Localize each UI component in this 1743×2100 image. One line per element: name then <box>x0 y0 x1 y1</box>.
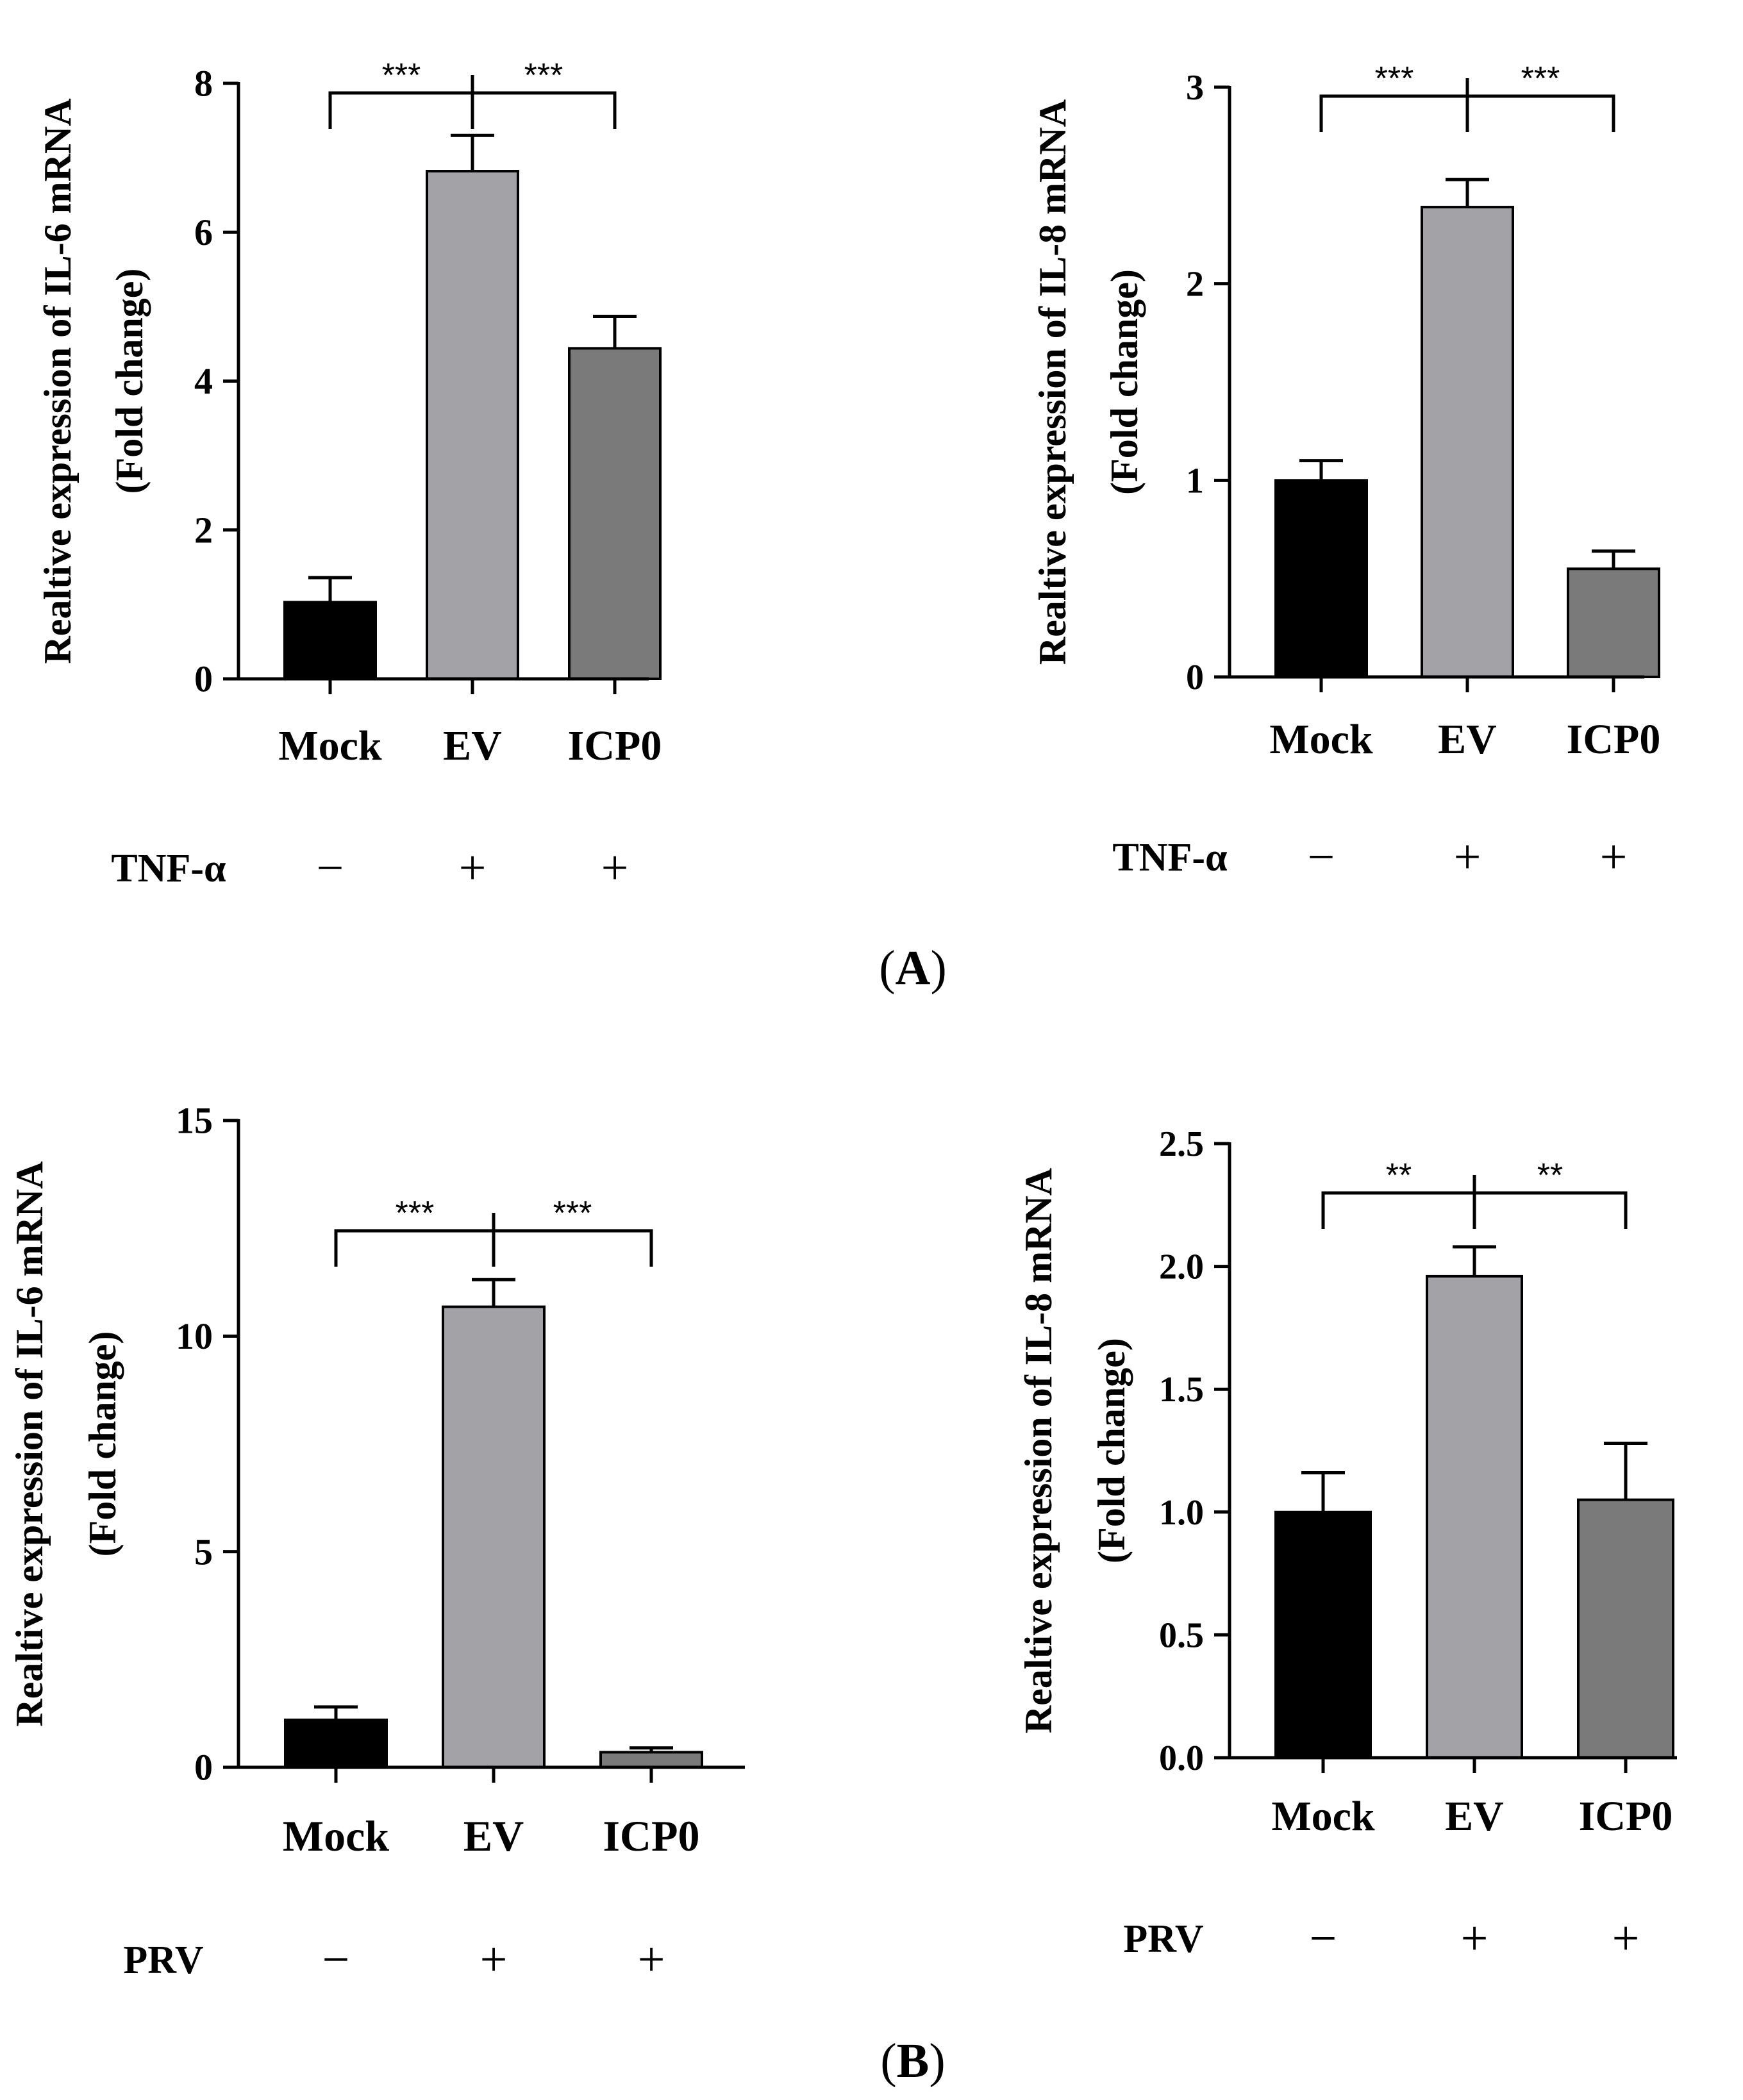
category-label-icp0: ICP0 <box>1567 716 1661 763</box>
chart-b-il8: 0.0 0.5 1.0 1.5 2.0 2.5 Mock EV ICP0 Realtive exp… <box>1017 1124 1677 1965</box>
y-tick-label: 5 <box>194 1531 213 1572</box>
y-tick-label: 1 <box>1186 461 1204 501</box>
y-axis-label-unit: (Fold change) <box>1090 1338 1133 1563</box>
y-tick-label: 0.0 <box>1159 1738 1204 1778</box>
bar-mock <box>1274 1510 1372 1760</box>
treatment-sign-ev: + <box>1461 1912 1489 1965</box>
y-tick-label: 2 <box>1186 265 1204 304</box>
significance-left: ** <box>1386 1157 1412 1194</box>
treatment-sign-ev: + <box>480 1933 508 1987</box>
bar-ev <box>1421 206 1514 679</box>
y-axis-label-unit: (Fold change) <box>108 269 151 494</box>
y-tick-label: 1.0 <box>1159 1493 1204 1533</box>
bar-mock <box>284 1719 388 1769</box>
bar-icp0 <box>1577 1498 1674 1759</box>
treatment-sign-ev: + <box>459 841 487 895</box>
y-tick-label: 1.5 <box>1159 1370 1204 1410</box>
category-label-icp0: ICP0 <box>603 1812 699 1860</box>
bar-ev <box>442 1305 546 1769</box>
y-tick-label: 0.5 <box>1159 1615 1204 1655</box>
y-tick-label: 2 <box>194 509 213 551</box>
category-label-mock: Mock <box>278 722 382 769</box>
treatment-sign-ev: + <box>1454 830 1481 884</box>
treatment-sign-mock: − <box>1310 1912 1337 1965</box>
y-tick-label: 0 <box>194 658 213 700</box>
chart-a-il8: 0 1 2 3 Mock EV ICP0 Realtive expression of IL-… <box>1031 60 1660 884</box>
y-tick-label: 0 <box>1186 658 1204 697</box>
bar-icp0 <box>568 347 662 680</box>
significance-right: *** <box>1521 60 1560 97</box>
category-label-ev: EV <box>443 722 502 769</box>
y-axis-label-unit: (Fold change) <box>1103 269 1146 495</box>
bar-ev <box>426 170 519 680</box>
category-label-icp0: ICP0 <box>568 722 662 769</box>
significance-left: *** <box>396 1195 435 1232</box>
significance-right: *** <box>524 57 563 94</box>
y-tick-label: 15 <box>176 1100 213 1142</box>
y-tick-label: 2.0 <box>1159 1247 1204 1287</box>
treatment-sign-icp0: + <box>1600 830 1628 884</box>
chart-a-il6: 0 2 4 6 8 Mock EV ICP0 Realtive expression of IL… <box>37 57 662 895</box>
category-label-ev: EV <box>463 1812 524 1860</box>
y-tick-label: 8 <box>194 63 213 104</box>
bar-icp0 <box>1567 567 1660 678</box>
category-label-mock: Mock <box>1271 1793 1375 1840</box>
treatment-label: PRV <box>1123 1917 1203 1961</box>
treatment-sign-icp0: + <box>1612 1912 1640 1965</box>
treatment-label: TNF-α <box>111 847 226 890</box>
significance-left: *** <box>382 57 421 94</box>
y-axis-label: Realtive expression of IL-8 mRNA <box>1031 99 1074 665</box>
treatment-label: PRV <box>123 1938 203 1982</box>
category-label-ev: EV <box>1445 1793 1504 1840</box>
y-tick-label: 4 <box>194 360 213 402</box>
treatment-sign-mock: − <box>1308 830 1335 884</box>
y-tick-label: 0 <box>194 1747 213 1788</box>
treatment-sign-mock: − <box>322 1933 350 1987</box>
bar-ev <box>1426 1274 1523 1759</box>
treatment-sign-icp0: + <box>638 1933 665 1987</box>
treatment-label: TNF-α <box>1112 836 1227 879</box>
y-tick-label: 6 <box>194 212 213 253</box>
category-label-icp0: ICP0 <box>1579 1793 1673 1840</box>
treatment-sign-mock: − <box>317 841 344 895</box>
y-axis-label: Realtive expression of IL-6 mRNA <box>8 1161 51 1726</box>
significance-right: *** <box>553 1195 592 1232</box>
significance-right: ** <box>1537 1157 1563 1194</box>
panel-label-b: (B) <box>880 2034 945 2088</box>
bar-mock <box>283 601 377 680</box>
y-axis-label: Realtive expression of IL-6 mRNA <box>37 98 79 663</box>
y-tick-label: 3 <box>1186 68 1204 108</box>
category-label-mock: Mock <box>283 1812 389 1860</box>
chart-b-il6: 0 5 10 15 Mock EV ICP0 Realtive expression of I… <box>8 1100 745 1987</box>
treatment-sign-icp0: + <box>601 841 629 895</box>
y-axis-label: Realtive expression of IL-8 mRNA <box>1017 1168 1060 1733</box>
category-label-ev: EV <box>1438 716 1497 763</box>
significance-left: *** <box>1375 60 1414 97</box>
y-tick-label: 2.5 <box>1159 1124 1204 1164</box>
y-tick-label: 10 <box>176 1315 213 1357</box>
category-label-mock: Mock <box>1269 716 1373 763</box>
bar-icp0 <box>599 1751 703 1769</box>
panel-label-a: (A) <box>879 941 947 995</box>
y-axis-label-unit: (Fold change) <box>81 1331 124 1557</box>
bar-mock <box>1274 479 1368 678</box>
